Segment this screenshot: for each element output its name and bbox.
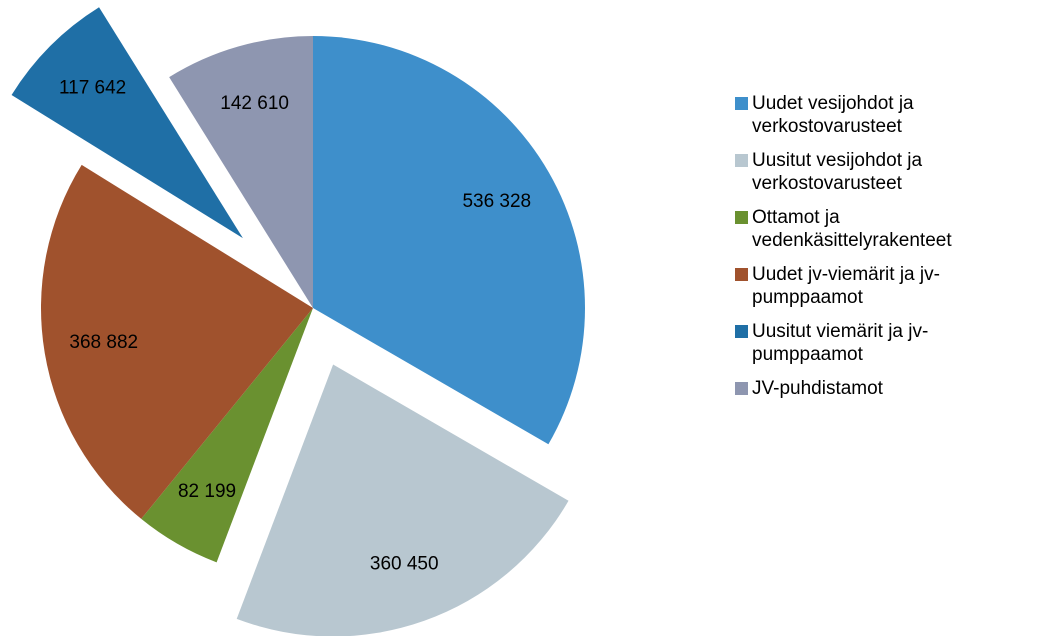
data-label: 360 450: [370, 553, 439, 574]
pie-slice: [236, 364, 569, 636]
legend-item: Uudet jv-viemärit ja jv-pumppaamot: [735, 263, 1005, 309]
legend-item: Ottamot ja vedenkäsittelyrakenteet: [735, 206, 1005, 252]
legend-swatch: [735, 154, 748, 167]
chart: 536 328 360 450 82 199 368 882 117 642 142 61…: [11, 7, 585, 636]
legend: Uudet vesijohdot ja verkostovarusteet Uus…: [735, 92, 1005, 411]
pie-slice: [169, 36, 313, 308]
legend-swatch: [735, 97, 748, 110]
pie-slice: [141, 308, 313, 563]
data-label: 368 882: [69, 332, 138, 353]
pie-slice: [40, 164, 313, 519]
legend-item: Uusitut viemärit ja jv-pumppaamot: [735, 320, 1005, 366]
pie-slice: [313, 36, 585, 445]
legend-swatch: [735, 268, 748, 281]
legend-label: JV-puhdistamot: [752, 378, 883, 399]
legend-swatch: [735, 325, 748, 338]
legend-item: JV-puhdistamot: [735, 377, 1005, 400]
pie-slice: [11, 7, 243, 239]
legend-label: Uudet vesijohdot ja verkostovarusteet: [752, 93, 914, 137]
legend-item: Uudet vesijohdot ja verkostovarusteet: [735, 92, 1005, 138]
legend-swatch: [735, 382, 748, 395]
legend-label: Uusitut viemärit ja jv-pumppaamot: [752, 321, 929, 365]
legend-swatch: [735, 211, 748, 224]
data-label: 142 610: [220, 93, 289, 114]
legend-item: Uusitut vesijohdot ja verkostovarusteet: [735, 149, 1005, 195]
data-label: 117 642: [59, 77, 126, 98]
legend-label: Uudet jv-viemärit ja jv-pumppaamot: [752, 264, 940, 308]
data-label: 536 328: [462, 191, 531, 212]
legend-label: Uusitut vesijohdot ja verkostovarusteet: [752, 150, 923, 194]
legend-label: Ottamot ja vedenkäsittelyrakenteet: [752, 207, 952, 251]
data-label: 82 199: [178, 481, 236, 502]
